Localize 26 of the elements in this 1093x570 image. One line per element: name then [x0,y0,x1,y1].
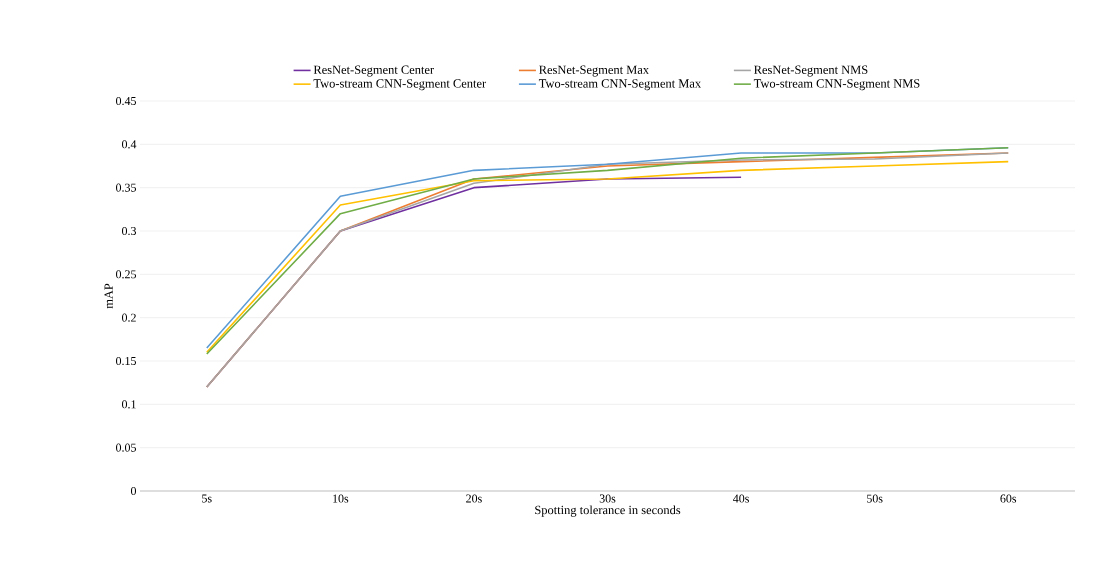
y-tick-label: 0 [130,486,137,496]
legend-label: Two-stream CNN-Segment Max [538,79,701,91]
y-tick-label: 0.35 [116,183,137,192]
x-tick-label: 5s [202,494,212,503]
x-tick-label: 40s [733,494,749,503]
y-tick-label: 0.15 [116,356,137,366]
y-tick-label: 0.05 [116,443,137,452]
x-tick-label: 10s [333,494,349,503]
x-tick-label: 30s [599,494,616,503]
y-tick-label: 0.4 [121,140,137,149]
x-tick-label: 60s [1000,494,1017,503]
legend-label: ResNet-Segment Max [539,65,649,77]
legend-label: Two-stream CNN-Segment Center [313,79,487,91]
y-tick-label: 0.45 [116,96,137,106]
y-tick-label: 0.1 [121,400,136,409]
y-axis-title: mAP [104,283,113,309]
legend-label: Two-stream CNN-Segment NMS [753,79,920,91]
x-tick-label: 20s [466,494,482,503]
y-tick-label: 0.25 [116,270,137,279]
x-tick-label: 50s [867,494,883,503]
line-series [205,152,1010,388]
legend-label: ResNet-Segment NMS [754,65,868,77]
y-tick-label: 0.3 [121,226,137,236]
y-tick-label: 0.2 [121,313,136,322]
x-axis-title: Spotting tolerance in seconds [535,505,681,517]
legend-label: ResNet-Segment Center [313,65,434,77]
